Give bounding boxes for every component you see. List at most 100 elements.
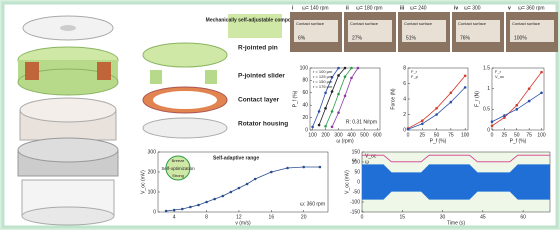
y-axis-label: Force (N) — [390, 88, 396, 109]
x-tick-label: 0 — [407, 132, 410, 138]
x-tick-label: 0 — [361, 214, 364, 220]
photo-index: v — [508, 5, 511, 11]
photo-index: iv — [454, 5, 458, 11]
x-tick-label: 75 — [448, 132, 454, 138]
axes — [491, 67, 545, 131]
y-tick-label: 60 — [302, 90, 308, 96]
label-box — [228, 14, 282, 38]
y-tick-label: 150 — [352, 149, 361, 155]
x-tick-label: 200 — [321, 132, 330, 138]
x-tick-label: 60 — [520, 214, 526, 220]
components-illustration — [142, 42, 228, 139]
photo-speed: ω= 240 — [410, 5, 427, 11]
y-axis-label: V_oc (mV) — [344, 170, 350, 194]
y-tick-label: 80 — [302, 78, 308, 84]
point — [337, 92, 340, 96]
y-tick-label: 0 — [305, 127, 308, 133]
point — [172, 208, 176, 212]
legend-entry: r = 150 μm — [313, 79, 333, 84]
series-label: V_oc — [365, 153, 377, 159]
point — [463, 74, 467, 78]
point — [527, 87, 531, 90]
y-tick-label: -50 — [353, 189, 360, 195]
y-tick-label: 2 — [403, 112, 406, 118]
point — [515, 103, 519, 107]
y-tick-label: 20 — [302, 115, 308, 121]
point — [213, 197, 216, 201]
point — [180, 207, 184, 211]
x-tick-label: 100 — [537, 132, 546, 138]
photo-percent: 6% — [298, 35, 306, 41]
y-tick-label: 100 — [300, 65, 309, 71]
y-tick-label: 1.5 — [483, 65, 490, 71]
x-tick-label: 50 — [514, 132, 520, 138]
y-tick-label: 6 — [403, 81, 406, 87]
omega-line — [362, 154, 550, 163]
y-tick-label: 4 — [403, 96, 406, 102]
point — [420, 119, 424, 122]
y-tick-label: 0 — [487, 127, 490, 133]
series-label: ω — [365, 159, 369, 165]
x-tick-label: 300 — [334, 132, 343, 138]
point — [318, 165, 322, 169]
point — [237, 186, 241, 190]
annotation: ω: 360 rpm — [300, 201, 325, 207]
y2-axis-label: ω — [352, 157, 356, 163]
point — [343, 94, 347, 98]
photo-surface — [456, 20, 500, 42]
y-tick-label: 40 — [302, 103, 308, 109]
housing-label: Rotator housing — [238, 121, 288, 128]
y-tick-label: -150 — [350, 209, 360, 215]
series-line — [166, 166, 320, 212]
figure: Mechanically self-adjustable components … — [0, 0, 560, 230]
x-tick-label: 100 — [461, 132, 470, 138]
point — [205, 200, 208, 204]
x-axis-label: ω (rpm) — [336, 138, 354, 144]
legend-entry: r = 175 μm — [313, 84, 333, 89]
photo-speed: ω= 140 rpm — [302, 5, 329, 11]
y-tick-label: 50 — [354, 169, 360, 175]
x-tick-label: 500 — [360, 132, 369, 138]
point — [324, 91, 327, 95]
x-axis-label: Time (s) — [447, 220, 465, 226]
photo-speed: ω= 180 rpm — [356, 5, 383, 11]
point — [221, 194, 225, 198]
components-label: Mechanically self-adjustable components — [206, 17, 305, 23]
point — [350, 66, 353, 70]
point — [449, 91, 453, 95]
point — [286, 166, 289, 170]
photo-speed: ω= 360 rpm — [518, 5, 545, 11]
point — [350, 76, 353, 80]
point — [343, 66, 347, 70]
y-tick-label: 8 — [403, 65, 406, 71]
x-tick-label: 8 — [205, 214, 208, 220]
point — [527, 99, 531, 103]
point — [406, 127, 410, 131]
point — [330, 76, 334, 79]
device-illustration — [17, 15, 119, 226]
photo-percent: 27% — [352, 35, 363, 41]
x-axis-label: v (m/s) — [235, 220, 251, 226]
x-tick-label: 45 — [480, 214, 486, 220]
point — [420, 122, 424, 126]
y-axis-label: F_r (N) — [474, 91, 480, 107]
point — [337, 111, 340, 114]
x-tick-label: 25 — [420, 132, 426, 138]
legend-entry: F_r — [495, 69, 502, 74]
photo-surface — [348, 20, 392, 42]
optimization-icon — [165, 155, 191, 181]
photo-contact: Contact surface — [350, 21, 379, 26]
x-tick-label: 15 — [400, 214, 406, 220]
x-axis-label: P_f (%) — [430, 138, 447, 144]
point — [324, 124, 327, 128]
legend-entry: V_oc — [495, 74, 504, 79]
y-tick-label: 100 — [352, 159, 361, 165]
point — [337, 74, 340, 77]
y-axis-label: P_f (%) — [292, 90, 298, 107]
photo-index: iii — [400, 5, 405, 11]
x-tick-label: 600 — [373, 132, 382, 138]
point — [435, 113, 438, 116]
y-tick-label: 0.5 — [483, 107, 490, 113]
photo-contact: Contact surface — [458, 21, 487, 26]
x-tick-label: 50 — [434, 132, 440, 138]
